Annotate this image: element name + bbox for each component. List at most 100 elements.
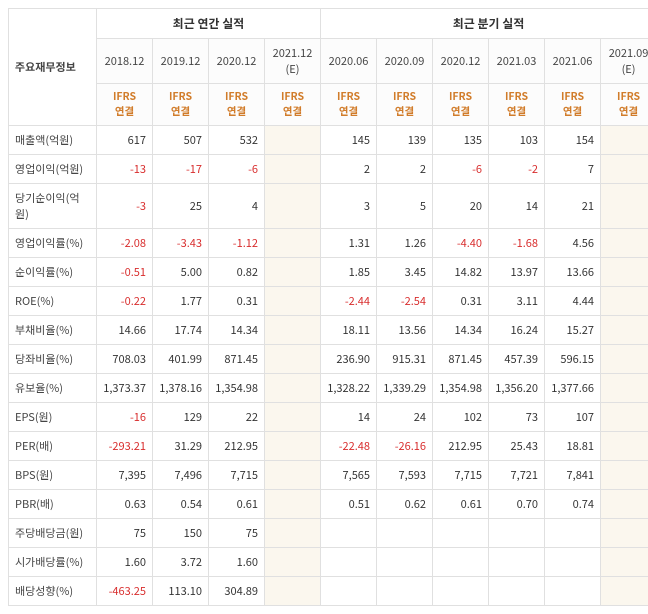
cell — [265, 490, 321, 519]
table-row: 순이익률(%)-0.515.000.821.853.4514.8213.9713… — [9, 258, 648, 287]
cell: 871.45 — [433, 345, 489, 374]
period-date: 2021.03 — [489, 39, 545, 84]
cell — [265, 403, 321, 432]
cell: -3 — [97, 184, 153, 229]
table-row: 매출액(억원)617507532145139135103154 — [9, 126, 648, 155]
cell — [265, 548, 321, 577]
period-date: 2019.12 — [153, 39, 209, 84]
cell: 75 — [97, 519, 153, 548]
cell: 18.11 — [321, 316, 377, 345]
cell — [489, 519, 545, 548]
cell — [601, 316, 648, 345]
cell — [433, 577, 489, 606]
row-label: 당좌비율(%) — [9, 345, 97, 374]
period-basis: IFRS연결 — [209, 84, 265, 126]
period-basis: IFRS연결 — [377, 84, 433, 126]
period-date: 2021.12 (E) — [265, 39, 321, 84]
cell: 0.74 — [545, 490, 601, 519]
cell — [265, 287, 321, 316]
row-label: 영업이익(억원) — [9, 155, 97, 184]
cell — [545, 548, 601, 577]
cell — [265, 155, 321, 184]
cell — [265, 258, 321, 287]
row-label: 영업이익률(%) — [9, 229, 97, 258]
row-label: ROE(%) — [9, 287, 97, 316]
cell: -3.43 — [153, 229, 209, 258]
cell: 212.95 — [433, 432, 489, 461]
table-row: PER(배)-293.2131.29212.95-22.48-26.16212.… — [9, 432, 648, 461]
cell — [601, 155, 648, 184]
cell: 25 — [153, 184, 209, 229]
cell: -463.25 — [97, 577, 153, 606]
cell: -1.68 — [489, 229, 545, 258]
cell — [265, 577, 321, 606]
cell: 0.61 — [209, 490, 265, 519]
cell: -2 — [489, 155, 545, 184]
cell: 15.27 — [545, 316, 601, 345]
cell: 2 — [377, 155, 433, 184]
cell: 14 — [489, 184, 545, 229]
cell: 401.99 — [153, 345, 209, 374]
cell: 304.89 — [209, 577, 265, 606]
cell — [377, 548, 433, 577]
row-label: 유보율(%) — [9, 374, 97, 403]
cell: 103 — [489, 126, 545, 155]
cell — [545, 577, 601, 606]
cell: 0.70 — [489, 490, 545, 519]
financial-table: 주요재무정보 최근 연간 실적 최근 분기 실적 2018.122019.122… — [8, 8, 648, 606]
period-date: 2020.12 — [433, 39, 489, 84]
cell: 4.56 — [545, 229, 601, 258]
row-label: BPS(원) — [9, 461, 97, 490]
table-row: 주당배당금(원)7515075 — [9, 519, 648, 548]
period-basis: IFRS연결 — [601, 84, 648, 126]
row-label: 배당성향(%) — [9, 577, 97, 606]
table-row: 배당성향(%)-463.25113.10304.89 — [9, 577, 648, 606]
cell: 3 — [321, 184, 377, 229]
cell: 14.82 — [433, 258, 489, 287]
cell — [601, 374, 648, 403]
cell: 21 — [545, 184, 601, 229]
cell: 0.31 — [433, 287, 489, 316]
row-label: 주당배당금(원) — [9, 519, 97, 548]
cell — [601, 490, 648, 519]
cell: -0.22 — [97, 287, 153, 316]
row-label: EPS(원) — [9, 403, 97, 432]
table-row: 영업이익(억원)-13-17-622-6-27 — [9, 155, 648, 184]
period-basis: IFRS연결 — [545, 84, 601, 126]
row-label: PBR(배) — [9, 490, 97, 519]
cell: 1,328.22 — [321, 374, 377, 403]
cell: -17 — [153, 155, 209, 184]
table-row: ROE(%)-0.221.770.31-2.44-2.540.313.114.4… — [9, 287, 648, 316]
cell: -1.12 — [209, 229, 265, 258]
cell: 212.95 — [209, 432, 265, 461]
cell: 7,841 — [545, 461, 601, 490]
cell: 20 — [433, 184, 489, 229]
cell: 135 — [433, 126, 489, 155]
cell: 13.56 — [377, 316, 433, 345]
cell: 5.00 — [153, 258, 209, 287]
cell: 25.43 — [489, 432, 545, 461]
period-date: 2021.09 (E) — [601, 39, 648, 84]
cell: 0.51 — [321, 490, 377, 519]
cell — [265, 519, 321, 548]
table-row: 영업이익률(%)-2.08-3.43-1.121.311.26-4.40-1.6… — [9, 229, 648, 258]
cell — [377, 519, 433, 548]
table-row: PBR(배)0.630.540.610.510.620.610.700.74 — [9, 490, 648, 519]
cell — [265, 126, 321, 155]
cell — [265, 374, 321, 403]
cell: 1.60 — [209, 548, 265, 577]
cell: 1,354.98 — [209, 374, 265, 403]
cell: 7,565 — [321, 461, 377, 490]
cell — [489, 548, 545, 577]
cell: 139 — [377, 126, 433, 155]
cell: 0.54 — [153, 490, 209, 519]
cell — [601, 287, 648, 316]
cell — [321, 548, 377, 577]
cell — [265, 184, 321, 229]
cell: 113.10 — [153, 577, 209, 606]
table-row: BPS(원)7,3957,4967,7157,5657,5937,7157,72… — [9, 461, 648, 490]
cell — [601, 461, 648, 490]
cell: -26.16 — [377, 432, 433, 461]
cell: 596.15 — [545, 345, 601, 374]
cell: -2.54 — [377, 287, 433, 316]
